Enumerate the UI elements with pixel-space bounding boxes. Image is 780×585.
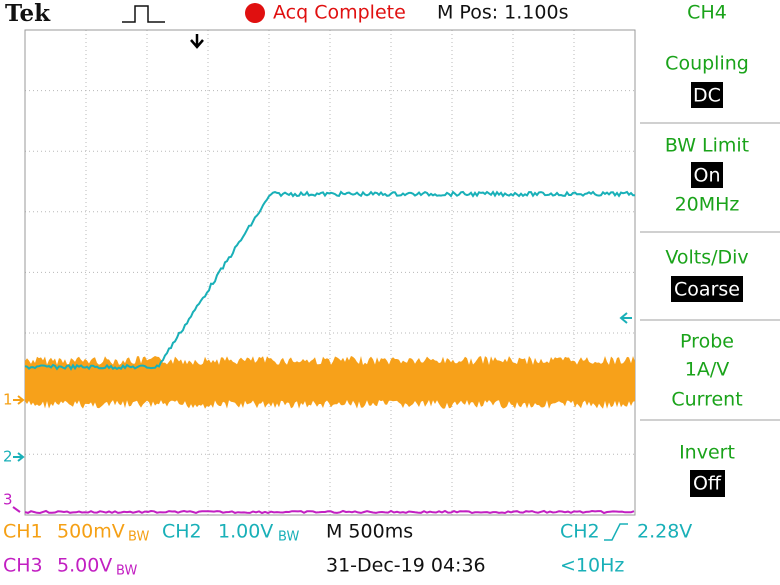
graticule	[25, 30, 635, 515]
menu-detail: 20MHz	[675, 194, 740, 216]
acq-icon	[122, 5, 165, 23]
position: M Pos: 1.100s	[437, 2, 568, 24]
menu-title: CH4	[687, 2, 727, 24]
ch3-marker: 3	[3, 491, 13, 509]
menu-value: Coarse	[674, 279, 740, 301]
ch1-scale: 500mV	[57, 521, 125, 543]
trigger-source: CH2	[560, 521, 600, 543]
menu-value: Off	[693, 473, 722, 495]
ch3-trace	[24, 509, 635, 515]
trigger-level: 2.28V	[637, 521, 692, 543]
ch2-marker: 2	[3, 448, 13, 466]
ch1-name: CH1	[3, 521, 43, 543]
menu-label[interactable]: BW Limit	[665, 135, 749, 157]
timebase: M 500ms	[326, 521, 413, 543]
ch2-arrow	[13, 452, 25, 462]
ch2-scale: 1.00V	[218, 521, 273, 543]
menu-detail: 1A/V	[685, 359, 730, 381]
ch3-bw: BW	[116, 564, 137, 579]
menu-label[interactable]: Volts/Div	[665, 247, 748, 269]
menu-label[interactable]: Invert	[679, 442, 735, 464]
ch2-trace	[24, 190, 635, 371]
status-dot	[245, 3, 265, 23]
ch3-scale: 5.00V	[57, 555, 112, 577]
ch3-arrow	[12, 506, 21, 513]
value-box	[691, 162, 723, 188]
ch1-trace	[25, 356, 635, 409]
trigger-slope	[604, 523, 628, 541]
menu-label[interactable]: Coupling	[665, 53, 749, 75]
ch1-bw: BW	[128, 530, 149, 545]
ch2-name: CH2	[162, 521, 202, 543]
ch1-arrow	[13, 395, 25, 405]
menu-detail: Current	[671, 389, 742, 411]
brand: Tek	[5, 0, 51, 27]
frequency: <10Hz	[560, 555, 624, 577]
menu-value: DC	[693, 85, 721, 107]
plot-border	[24, 29, 636, 516]
ch2-bw: BW	[278, 530, 299, 545]
value-box	[671, 276, 743, 302]
value-box	[691, 82, 723, 108]
trigger-level-marker	[619, 312, 632, 324]
menu-value: On	[694, 165, 721, 187]
menu-label[interactable]: Probe	[680, 331, 734, 353]
status: Acq Complete	[273, 2, 406, 24]
date: 31-Dec-19 04:36	[326, 555, 486, 577]
value-box	[690, 470, 725, 497]
ch1-marker: 1	[3, 391, 13, 409]
ch3-name: CH3	[3, 555, 43, 577]
trigger-position	[190, 34, 204, 49]
